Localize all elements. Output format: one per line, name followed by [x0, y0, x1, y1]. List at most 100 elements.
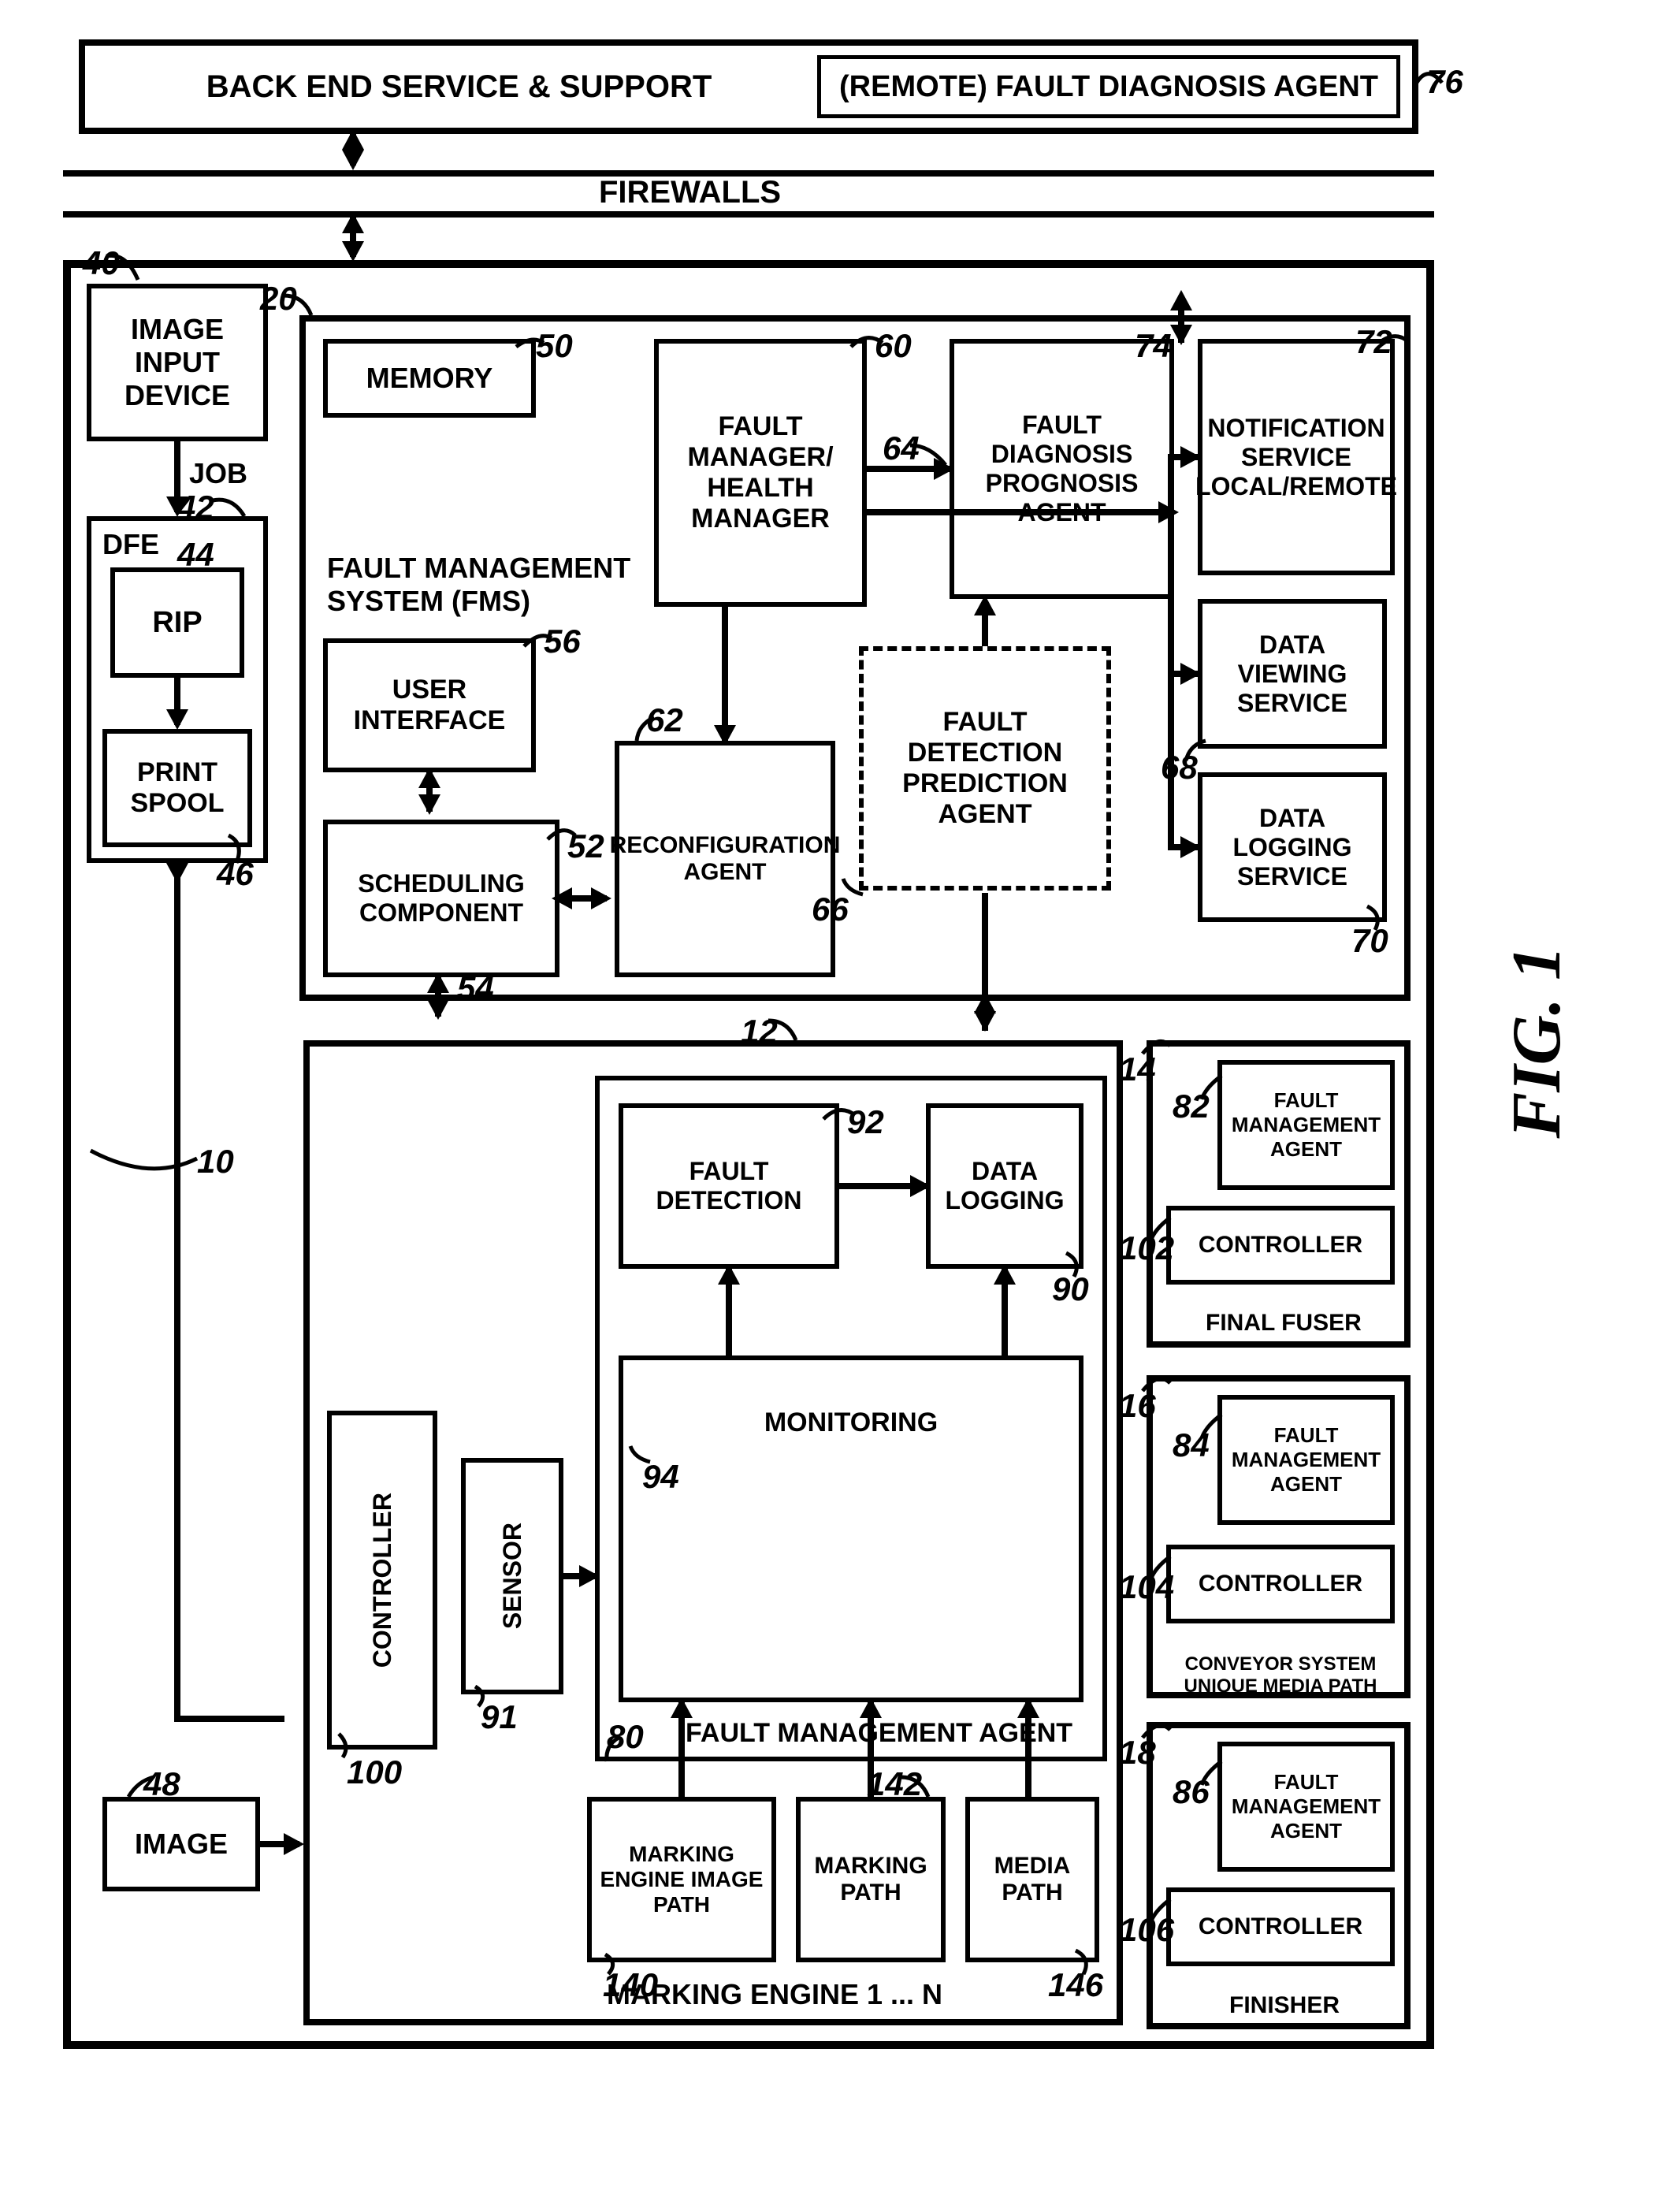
firewall-bot-line: [63, 211, 1434, 218]
fdpa-box: FAULT DIAGNOSIS PROGNOSIS AGENT: [950, 339, 1174, 599]
arrow-fd-dl: [910, 1175, 931, 1197]
ref68-lead: [1182, 737, 1214, 764]
monitoring-box: MONITORING: [619, 1355, 1083, 1702]
media-path-label: MEDIA PATH: [970, 1853, 1095, 1906]
ref40-lead: [102, 252, 150, 292]
ref100-lead: [331, 1730, 362, 1761]
ref52-lead: [544, 820, 583, 847]
fault-manager-box: FAULT MANAGER/ HEALTH MANAGER: [654, 339, 867, 607]
ref86-lead: [1198, 1757, 1229, 1789]
ref92-lead: [820, 1103, 859, 1127]
rip-label: RIP: [152, 606, 202, 640]
ref102-lead: [1147, 1214, 1178, 1245]
ref146-lead: [1072, 1947, 1103, 1978]
fin-title: FINISHER: [1229, 1992, 1340, 2019]
ref70-lead: [1363, 902, 1395, 934]
monitoring-label: MONITORING: [764, 1408, 938, 1438]
user-interface-label: USER INTERFACE: [328, 675, 531, 736]
figure-label: FIG. 1: [1497, 946, 1577, 1156]
conv-title: CONVEYOR SYSTEM UNIQUE MEDIA PATH: [1158, 1653, 1403, 1698]
ref72-lead: [1375, 331, 1411, 355]
ref90-lead: [1062, 1249, 1094, 1281]
arrow-back-down: [342, 150, 364, 170]
arrow-fw-up: [342, 213, 364, 233]
ff-fma-box: FAULT MANAGEMENT AGENT: [1217, 1060, 1395, 1190]
fault-detection-box: FAULT DETECTION: [619, 1103, 839, 1269]
arrow-dl-mon: [994, 1264, 1016, 1285]
fin-controller-label: CONTROLLER: [1199, 1913, 1362, 1940]
ref-76-lead: [1411, 39, 1450, 95]
meip-box: MARKING ENGINE IMAGE PATH: [587, 1797, 776, 1962]
conv-fma-box: FAULT MANAGEMENT AGENT: [1217, 1395, 1395, 1525]
arrow-mp-mon: [860, 1698, 882, 1718]
line-fm-bundle-h: [867, 509, 1174, 515]
fin-controller-box: CONTROLLER: [1166, 1887, 1395, 1966]
scheduling-label: SCHEDULING COMPONENT: [328, 869, 555, 928]
fin-fma-label: FAULT MANAGEMENT AGENT: [1222, 1770, 1390, 1843]
me-dl-label: DATA LOGGING: [931, 1157, 1079, 1215]
reconfig-box: RECONFIGURATION AGENT: [615, 741, 835, 977]
print-spool-box: PRINT SPOOL: [102, 729, 252, 847]
me-controller-label: CONTROLLER: [368, 1493, 397, 1668]
arrow-fm-dls: [1180, 836, 1201, 858]
sensor-label: SENSOR: [498, 1523, 527, 1629]
notif-box: NOTIFICATION SERVICE LOCAL/REMOTE: [1198, 339, 1395, 575]
me-controller-box: CONTROLLER: [327, 1411, 437, 1750]
arrow-74-u: [1170, 290, 1192, 311]
firewalls-label: FIREWALLS: [599, 175, 781, 210]
ref56-lead: [520, 627, 559, 650]
line-spool-right: [174, 1716, 284, 1722]
ref42-lead: [201, 489, 256, 528]
fin-fma-box: FAULT MANAGEMENT AGENT: [1217, 1742, 1395, 1872]
remote-agent-box: (REMOTE) FAULT DIAGNOSIS AGENT: [817, 55, 1400, 118]
ref140-lead: [599, 1950, 626, 1978]
ref-74: 74: [1135, 327, 1172, 365]
ref62-lead: [630, 713, 662, 745]
dfe-label: DFE: [102, 528, 159, 561]
ref16-lead: [1139, 1371, 1174, 1399]
notif-label: NOTIFICATION SERVICE LOCAL/REMOTE: [1195, 414, 1397, 501]
arrow-fw-down: [342, 241, 364, 262]
ref10-lead: [87, 1143, 205, 1190]
ref12-lead: [764, 1017, 804, 1048]
arrow-sr-r: [591, 887, 611, 909]
reconfig-label: RECONFIGURATION AGENT: [610, 832, 841, 886]
fdp-label: FAULT DETECTION PREDICTION AGENT: [864, 707, 1106, 830]
fdp-box: FAULT DETECTION PREDICTION AGENT: [859, 646, 1111, 891]
ref91-lead: [469, 1683, 500, 1710]
job-label: JOB: [189, 457, 247, 490]
ff-controller-box: CONTROLLER: [1166, 1206, 1395, 1285]
dls-box: DATA LOGGING SERVICE: [1198, 772, 1387, 922]
arrow-fm-bundle-r: [1158, 501, 1179, 523]
arrow-ui-sched-down: [418, 794, 440, 815]
line-spool-down: [174, 863, 180, 1722]
dvs-label: DATA VIEWING SERVICE: [1202, 630, 1382, 718]
ref94-lead: [626, 1442, 658, 1470]
ref60-lead: [847, 331, 890, 355]
back-end-label: BACK END SERVICE & SUPPORT: [85, 69, 817, 105]
arrow-ui-sched-up: [418, 768, 440, 788]
fms-title: FAULT MANAGEMENT SYSTEM (FMS): [327, 552, 642, 618]
ref66-lead: [839, 875, 871, 906]
ref84-lead: [1198, 1411, 1229, 1442]
arrow-fm-notif: [1180, 446, 1201, 468]
media-path-box: MEDIA PATH: [965, 1797, 1099, 1962]
arrow-media-mon: [1017, 1698, 1039, 1718]
conv-fma-label: FAULT MANAGEMENT AGENT: [1222, 1423, 1390, 1497]
arrow-sched-down-d: [427, 999, 449, 1020]
arrow-back-up: [342, 129, 364, 150]
fault-detection-label: FAULT DETECTION: [623, 1157, 834, 1215]
ref82-lead: [1198, 1072, 1229, 1103]
ref-44: 44: [177, 536, 214, 574]
ref48-lead: [122, 1773, 162, 1805]
arrow-fd-mon: [718, 1264, 740, 1285]
ff-fma-label: FAULT MANAGEMENT AGENT: [1222, 1088, 1390, 1162]
arrow-fms-lower-d: [974, 1011, 996, 1032]
dls-label: DATA LOGGING SERVICE: [1202, 804, 1382, 891]
ff-controller-label: CONTROLLER: [1199, 1232, 1362, 1259]
back-end-box: BACK END SERVICE & SUPPORT (REMOTE) FAUL…: [79, 39, 1418, 134]
arrow-74-d: [1170, 325, 1192, 345]
arrow-rip-spool: [166, 709, 188, 730]
image-box: IMAGE: [102, 1797, 260, 1891]
sensor-box: SENSOR: [461, 1458, 563, 1694]
